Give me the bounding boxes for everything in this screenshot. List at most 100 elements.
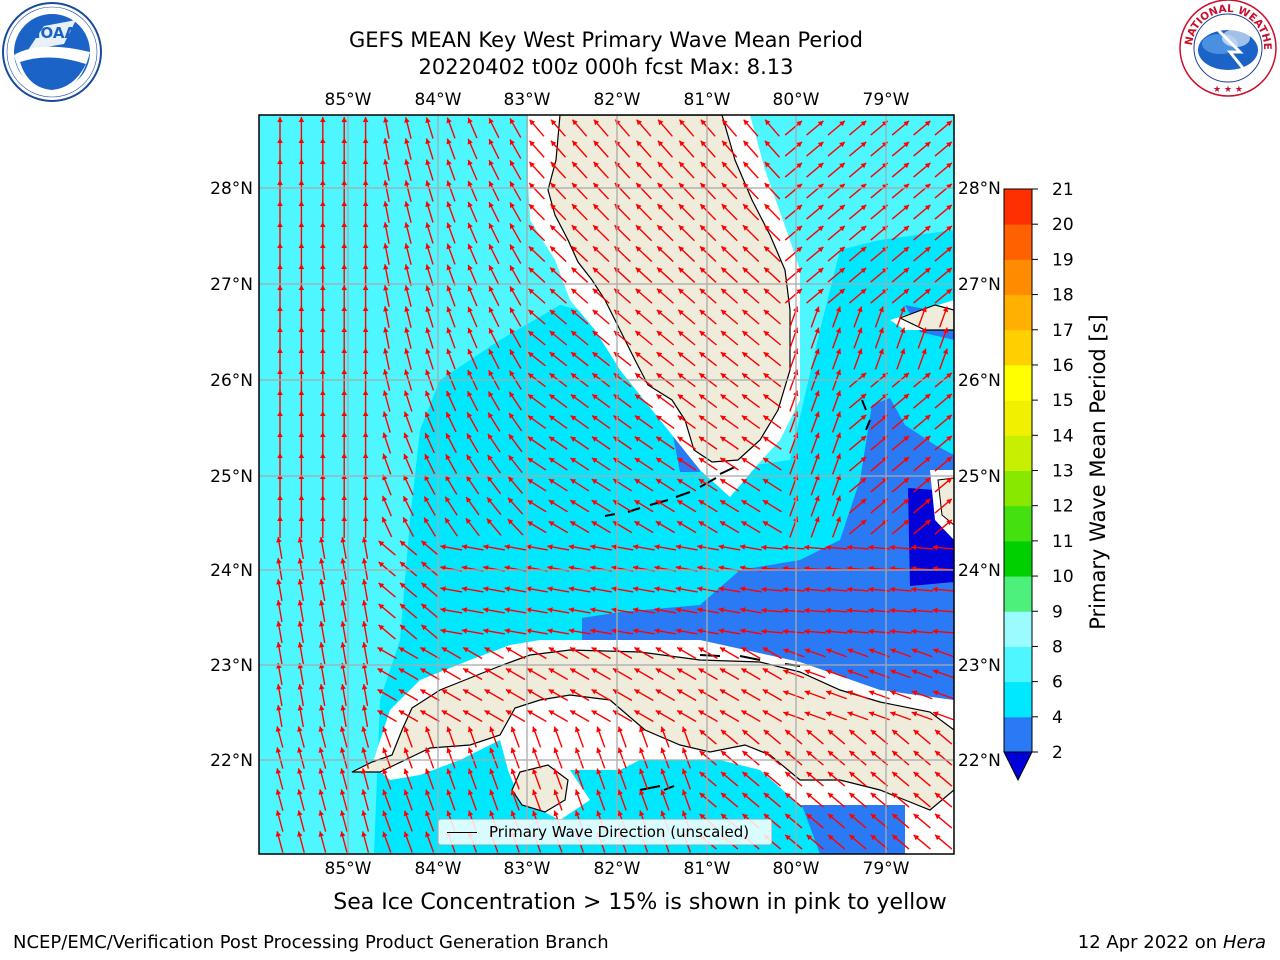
wave-arrow: [591, 709, 611, 723]
wave-arrow: [806, 183, 824, 199]
wave-arrow: [763, 729, 782, 745]
wave-arrow: [444, 496, 458, 516]
map-legend: Primary Wave Direction (unscaled): [438, 819, 772, 845]
wave-arrow: [425, 390, 435, 412]
wave-arrow: [361, 600, 369, 622]
lat-label-left: 25°N: [210, 467, 253, 487]
wave-arrow: [913, 477, 931, 493]
wave-arrow: [298, 285, 305, 307]
wave-arrow: [420, 540, 439, 556]
wave-arrow: [848, 834, 867, 850]
wave-arrow: [831, 411, 842, 433]
wave-arrow: [617, 789, 627, 811]
wave-arrow: [441, 667, 462, 681]
wave-arrow: [340, 642, 347, 664]
wave-arrow: [698, 499, 718, 513]
wave-arrow: [596, 747, 606, 769]
wave-arrow: [804, 648, 826, 658]
wave-arrow: [677, 288, 696, 304]
wave-arrow: [467, 327, 478, 349]
wave-arrow: [548, 709, 569, 723]
wave-arrow: [634, 351, 653, 367]
wave-arrow: [827, 834, 846, 850]
wave-arrow: [720, 351, 739, 367]
wave-arrow: [782, 628, 805, 635]
wave-arrow: [719, 667, 740, 681]
wave-arrow: [891, 477, 910, 493]
lon-label-bottom: 81°W: [684, 859, 731, 879]
wave-arrow: [420, 624, 439, 640]
wave-arrow: [319, 642, 326, 664]
wave-arrow: [635, 288, 653, 304]
wave-arrow: [425, 285, 434, 307]
wave-arrow: [590, 544, 612, 551]
wave-arrow: [763, 771, 782, 787]
wave-arrow: [509, 349, 522, 369]
wave-arrow: [934, 750, 953, 766]
wave-arrow: [739, 586, 762, 593]
colorbar-segment: [1004, 400, 1032, 436]
wave-arrow: [762, 688, 783, 702]
wave-arrow: [532, 789, 542, 811]
wave-arrow: [297, 663, 304, 685]
wave-arrow: [932, 607, 954, 614]
wave-arrow: [319, 537, 326, 559]
wave-arrow: [550, 140, 567, 158]
wave-arrow: [527, 351, 546, 367]
wave-arrow: [320, 222, 326, 244]
wave-arrow: [528, 288, 546, 304]
wave-arrow: [934, 141, 953, 157]
wave-arrow: [699, 245, 717, 263]
wave-arrow: [804, 690, 826, 700]
legend-label: Primary Wave Direction (unscaled): [489, 823, 750, 841]
wave-arrow: [810, 390, 820, 412]
wave-arrow: [276, 642, 283, 664]
wave-arrow: [913, 120, 931, 136]
wave-arrow: [891, 435, 910, 451]
wave-arrow: [509, 307, 522, 327]
wave-arrow: [361, 810, 370, 832]
wave-arrow: [635, 182, 652, 200]
wave-arrow: [467, 768, 478, 790]
wave-arrow: [825, 669, 847, 679]
wave-arrow: [617, 747, 627, 769]
wave-arrow: [403, 453, 414, 475]
wave-arrow: [527, 393, 547, 409]
wave-arrow: [762, 646, 783, 660]
wave-arrow: [934, 498, 953, 514]
wave-arrow: [382, 495, 392, 517]
wave-arrow: [699, 182, 717, 200]
wave-arrow: [320, 285, 326, 307]
wave-arrow: [525, 586, 548, 593]
wave-arrow: [568, 628, 591, 635]
wave-arrow: [446, 201, 456, 223]
wave-arrow: [803, 544, 827, 551]
wave-arrow: [889, 628, 912, 635]
lat-label-left: 22°N: [210, 751, 253, 771]
wave-arrow: [846, 607, 869, 614]
wave-arrow: [740, 709, 761, 723]
wave-arrow: [896, 348, 906, 370]
wave-arrow: [419, 646, 440, 660]
lon-label-bottom: 79°W: [863, 859, 910, 879]
wave-arrow: [934, 792, 953, 808]
wave-arrow: [633, 709, 654, 723]
wave-arrow: [763, 245, 781, 263]
wave-arrow: [634, 478, 654, 492]
wave-arrow: [362, 201, 369, 223]
wave-arrow: [570, 330, 589, 346]
lat-label-right: 27°N: [958, 275, 1001, 295]
wave-arrow: [487, 433, 501, 453]
wave-arrow: [848, 729, 867, 745]
wave-arrow: [362, 516, 369, 538]
wave-arrow: [870, 813, 889, 829]
wave-arrow: [698, 688, 718, 702]
wave-arrow: [891, 792, 910, 808]
wave-arrow: [526, 667, 547, 681]
wave-arrow: [276, 579, 283, 601]
wave-arrow: [361, 789, 370, 811]
wave-arrow: [591, 688, 611, 702]
wave-arrow: [913, 519, 931, 535]
wave-arrow: [547, 628, 570, 635]
wave-arrow: [277, 348, 283, 370]
